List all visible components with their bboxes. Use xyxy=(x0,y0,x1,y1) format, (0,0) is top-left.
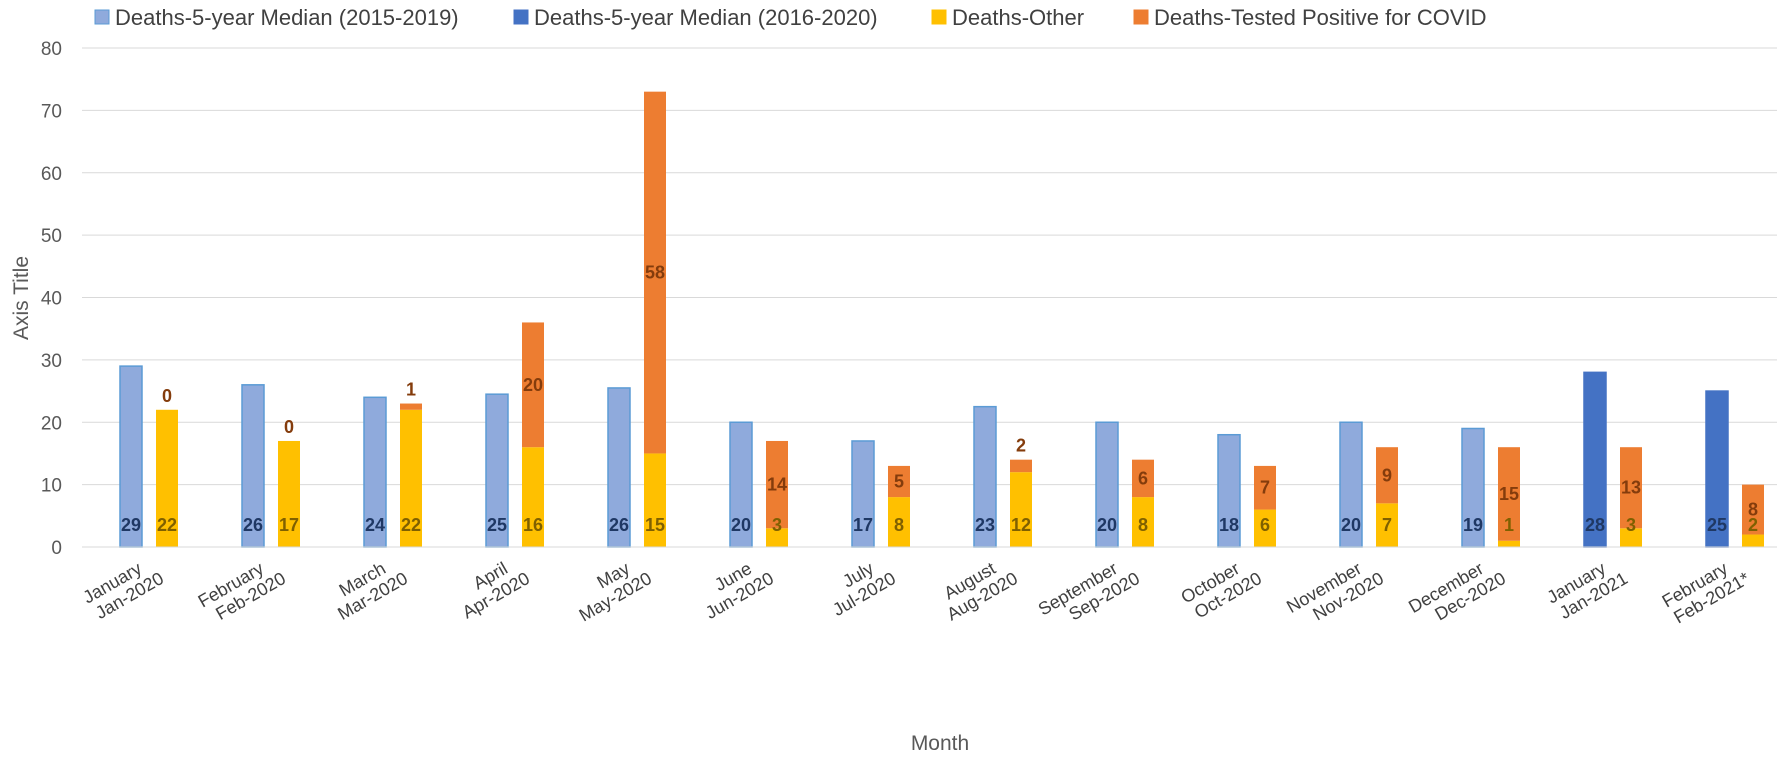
other-deaths-bar xyxy=(1254,509,1276,547)
other-deaths-bar xyxy=(1010,472,1032,547)
other-deaths-bar xyxy=(1376,503,1398,547)
covid-deaths-value-label: 15 xyxy=(1499,484,1519,504)
y-tick-label: 10 xyxy=(41,476,62,497)
covid-deaths-value-label: 14 xyxy=(767,475,787,495)
other-deaths-value-label: 8 xyxy=(1138,515,1148,535)
other-deaths-bar xyxy=(1620,528,1642,547)
covid-deaths-bar xyxy=(888,465,910,498)
covid-deaths-bar xyxy=(766,440,788,529)
other-deaths-bar xyxy=(888,497,910,547)
other-deaths-bar xyxy=(522,447,544,547)
y-tick-label: 40 xyxy=(41,289,62,310)
y-tick-label: 70 xyxy=(41,101,62,122)
other-deaths-bar xyxy=(156,409,178,547)
covid-deaths-value-label: 13 xyxy=(1621,478,1641,498)
x-axis-title: Month xyxy=(911,732,969,755)
y-tick-label: 80 xyxy=(41,39,62,60)
other-deaths-bar xyxy=(766,528,788,547)
other-deaths-bar xyxy=(644,453,666,547)
median-value-label: 26 xyxy=(243,515,263,535)
median-value-label: 25 xyxy=(487,515,507,535)
covid-deaths-value-label: 0 xyxy=(284,417,294,437)
legend-swatch xyxy=(94,9,110,25)
covid-deaths-value-label: 20 xyxy=(523,375,543,395)
legend: Deaths-5-year Median (2015-2019) Deaths-5… xyxy=(94,5,1487,30)
median-value-label: 25 xyxy=(1707,515,1727,535)
covid-deaths-value-label: 6 xyxy=(1138,468,1148,488)
y-tick-label: 60 xyxy=(41,164,62,185)
other-deaths-value-label: 22 xyxy=(401,515,421,535)
other-deaths-bar xyxy=(278,440,300,547)
median-value-label: 17 xyxy=(853,515,873,535)
median-value-label: 20 xyxy=(1341,515,1361,535)
covid-deaths-value-label: 9 xyxy=(1382,465,1392,485)
y-tick-label: 50 xyxy=(41,226,62,247)
legend-swatch xyxy=(513,9,529,25)
covid-deaths-value-label: 8 xyxy=(1748,500,1758,520)
other-deaths-bar xyxy=(1742,534,1764,547)
median-value-label: 19 xyxy=(1463,515,1483,535)
median-value-label: 23 xyxy=(975,515,995,535)
covid-deaths-value-label: 5 xyxy=(894,472,904,492)
legend-label: Deaths-Tested Positive for COVID xyxy=(1154,5,1487,30)
median-value-label: 20 xyxy=(1097,515,1117,535)
legend-swatch xyxy=(1133,9,1149,25)
covid-deaths-bar xyxy=(400,403,422,410)
other-deaths-value-label: 7 xyxy=(1382,515,1392,535)
other-deaths-value-label: 3 xyxy=(1626,515,1636,535)
legend-label: Deaths-Other xyxy=(952,5,1084,30)
covid-deaths-bar xyxy=(1620,447,1642,529)
legend-label: Deaths-5-year Median (2015-2019) xyxy=(115,5,459,30)
covid-deaths-value-label: 58 xyxy=(645,263,665,283)
covid-deaths-bar xyxy=(644,91,666,454)
legend-label: Deaths-5-year Median (2016-2020) xyxy=(534,5,878,30)
covid-deaths-value-label: 7 xyxy=(1260,478,1270,498)
other-deaths-value-label: 8 xyxy=(894,515,904,535)
bars xyxy=(119,91,1764,548)
legend-swatch xyxy=(931,9,947,25)
other-deaths-bar xyxy=(1132,497,1154,547)
other-deaths-value-label: 17 xyxy=(279,515,299,535)
covid-deaths-bar xyxy=(1132,459,1154,498)
y-tick-label: 0 xyxy=(51,538,62,559)
other-deaths-value-label: 16 xyxy=(523,515,543,535)
other-deaths-value-label: 6 xyxy=(1260,515,1270,535)
covid-deaths-bar xyxy=(1376,447,1398,504)
gridlines xyxy=(82,47,1777,548)
y-tick-label: 30 xyxy=(41,351,62,372)
y-axis-title: Axis Title xyxy=(10,256,33,340)
other-deaths-value-label: 3 xyxy=(772,515,782,535)
covid-deaths-value-label: 1 xyxy=(406,380,416,400)
median-value-label: 29 xyxy=(121,515,141,535)
covid-deaths-bar xyxy=(1254,465,1276,510)
other-deaths-value-label: 22 xyxy=(157,515,177,535)
median-value-label: 28 xyxy=(1585,515,1605,535)
covid-deaths-value-label: 2 xyxy=(1016,436,1026,456)
covid-deaths-bar xyxy=(1498,447,1520,541)
other-deaths-value-label: 1 xyxy=(1504,515,1514,535)
median-value-label: 26 xyxy=(609,515,629,535)
median-value-label: 20 xyxy=(731,515,751,535)
other-deaths-bar xyxy=(1498,540,1520,547)
y-axis: 0 10 20 30 40 50 60 70 80 xyxy=(41,39,62,559)
other-deaths-value-label: 12 xyxy=(1011,515,1031,535)
other-deaths-bar xyxy=(400,409,422,547)
covid-deaths-value-label: 0 xyxy=(162,386,172,406)
covid-deaths-bar xyxy=(1010,459,1032,473)
median-value-label: 24 xyxy=(365,515,385,535)
median-value-label: 18 xyxy=(1219,515,1239,535)
covid-deaths-bar xyxy=(1742,484,1764,535)
other-deaths-value-label: 2 xyxy=(1748,515,1758,535)
covid-deaths-bar xyxy=(522,322,544,448)
other-deaths-value-label: 15 xyxy=(645,515,665,535)
y-tick-label: 20 xyxy=(41,413,62,434)
